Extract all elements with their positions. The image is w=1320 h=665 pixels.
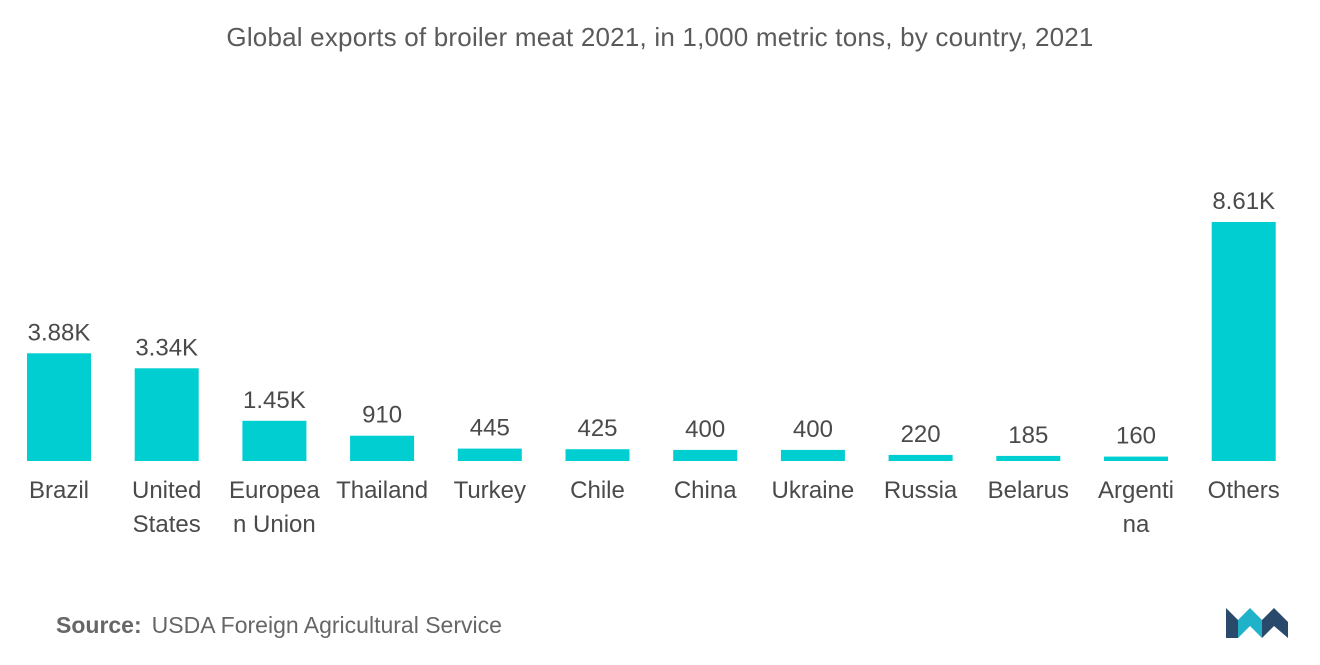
source-note: Source: USDA Foreign Agricultural Service xyxy=(56,612,502,639)
data-label: 220 xyxy=(901,421,941,448)
data-label: 3.88K xyxy=(28,319,91,346)
category-label: United xyxy=(132,477,201,504)
data-label: 910 xyxy=(362,402,402,429)
category-label: Argenti xyxy=(1098,477,1174,504)
data-label: 1.45K xyxy=(243,387,306,414)
data-label: 185 xyxy=(1008,422,1048,449)
bar xyxy=(242,420,307,461)
bar xyxy=(673,449,738,461)
bar xyxy=(565,449,630,461)
category-label: Ukraine xyxy=(772,477,855,504)
category-label: n Union xyxy=(233,511,316,538)
data-label: 400 xyxy=(793,416,833,443)
category-label: China xyxy=(674,477,737,504)
category-label: Turkey xyxy=(454,477,526,504)
bar xyxy=(350,435,415,461)
category-label: Thailand xyxy=(336,477,428,504)
mordor-logo-icon xyxy=(1226,608,1288,638)
chart-title: Global exports of broiler meat 2021, in … xyxy=(226,22,1094,52)
data-label: 425 xyxy=(577,415,617,442)
category-label: Chile xyxy=(570,477,625,504)
category-label: Brazil xyxy=(29,477,89,504)
data-label: 3.34K xyxy=(135,334,198,361)
bar-chart: 3.88K Brazil 3.34K United States 1.45K Europea… xyxy=(27,188,1280,538)
bar xyxy=(457,448,522,461)
bar xyxy=(27,353,91,461)
category-label: Europea xyxy=(229,477,320,504)
bar xyxy=(888,454,953,461)
bar xyxy=(1104,456,1168,461)
category-label: Others xyxy=(1208,477,1280,504)
data-label: 160 xyxy=(1116,423,1156,450)
category-label: States xyxy=(133,511,201,538)
bar xyxy=(780,449,845,461)
data-label: 445 xyxy=(470,415,510,442)
bar xyxy=(134,368,199,461)
category-label: Russia xyxy=(884,477,958,504)
data-label: 8.61K xyxy=(1212,188,1275,215)
category-label: na xyxy=(1123,511,1150,538)
source-label: Source: xyxy=(56,612,142,638)
category-label: Belarus xyxy=(988,477,1069,504)
bar xyxy=(1211,222,1276,461)
source-text: USDA Foreign Agricultural Service xyxy=(151,612,502,638)
bar xyxy=(996,455,1061,461)
data-label: 400 xyxy=(685,416,725,443)
